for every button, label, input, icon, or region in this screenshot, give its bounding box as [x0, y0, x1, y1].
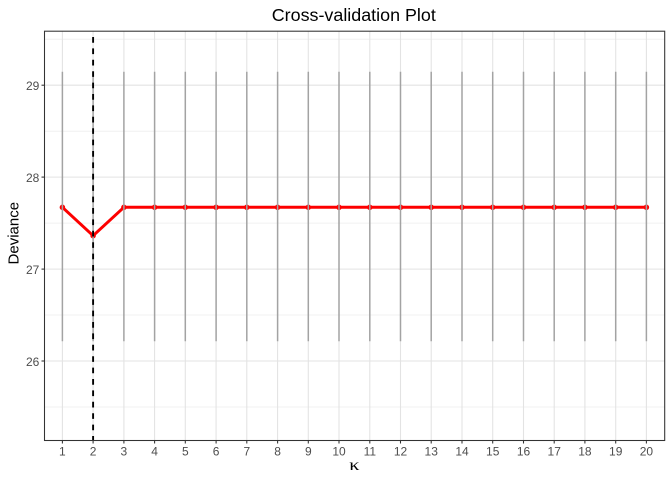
svg-text:2: 2 — [90, 445, 97, 459]
svg-text:κ: κ — [349, 456, 359, 473]
svg-text:13: 13 — [425, 445, 439, 459]
svg-text:28: 28 — [26, 171, 40, 185]
svg-text:26: 26 — [26, 355, 40, 369]
svg-text:16: 16 — [517, 445, 531, 459]
svg-text:15: 15 — [486, 445, 500, 459]
svg-text:Deviance: Deviance — [6, 202, 23, 265]
svg-text:27: 27 — [26, 263, 40, 277]
svg-text:5: 5 — [182, 445, 189, 459]
svg-text:3: 3 — [121, 445, 128, 459]
svg-text:14: 14 — [455, 445, 469, 459]
svg-text:11: 11 — [364, 445, 377, 459]
svg-text:18: 18 — [578, 445, 592, 459]
svg-text:Cross-validation Plot: Cross-validation Plot — [272, 5, 436, 25]
svg-text:1: 1 — [59, 445, 66, 459]
svg-text:29: 29 — [26, 79, 40, 93]
svg-text:12: 12 — [394, 445, 408, 459]
svg-text:7: 7 — [243, 445, 250, 459]
svg-text:10: 10 — [332, 445, 346, 459]
svg-text:6: 6 — [213, 445, 220, 459]
svg-text:4: 4 — [151, 445, 158, 459]
svg-text:9: 9 — [305, 445, 312, 459]
svg-text:19: 19 — [609, 445, 623, 459]
svg-text:20: 20 — [640, 445, 654, 459]
svg-text:8: 8 — [274, 445, 281, 459]
svg-text:17: 17 — [548, 445, 562, 459]
